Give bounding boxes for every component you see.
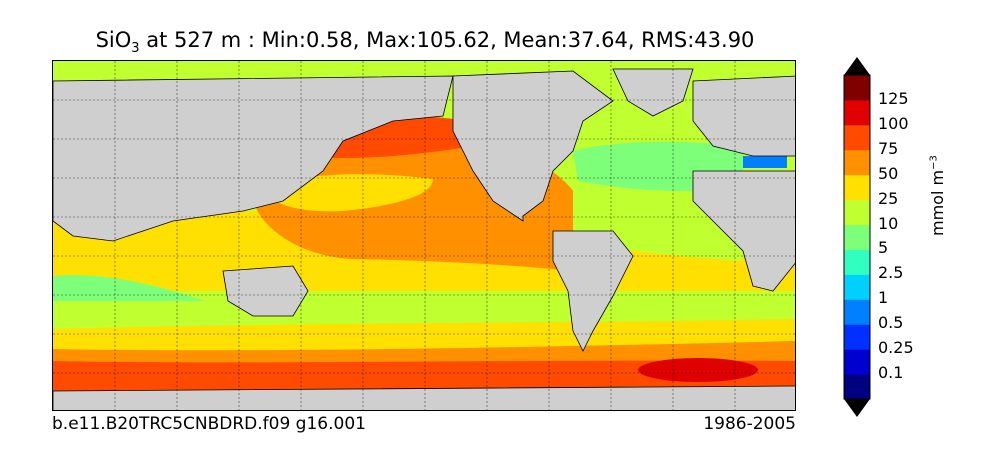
colorbar-tick-label: 5 xyxy=(878,238,889,258)
ocean-field xyxy=(53,61,795,410)
graticule xyxy=(53,61,795,410)
plot-title: SiO3 at 527 m : Min:0.58, Max:105.62, Me… xyxy=(95,28,755,57)
colorbar-segment xyxy=(844,249,870,275)
land-masses xyxy=(53,68,795,410)
colorbar-segment xyxy=(844,224,870,250)
colorbar-segment xyxy=(844,75,870,101)
colorbar-segment xyxy=(844,324,870,350)
colorbar-tick-label: 50 xyxy=(878,163,899,183)
colorbar-units: mmol m−3 xyxy=(928,155,947,236)
colorbar-segment xyxy=(844,149,870,176)
case-name-label: b.e11.B20TRC5CNBDRD.f09 g16.001 xyxy=(52,414,366,434)
colorbar-extend-max xyxy=(844,57,870,75)
colorbar-tick-label: 75 xyxy=(878,138,899,158)
colorbar-segment xyxy=(844,374,870,400)
colorbar-segment xyxy=(844,349,870,375)
colorbar-tick-label: 10 xyxy=(878,213,899,233)
colorbar-segment xyxy=(844,274,870,300)
colorbar-tick-label: 1 xyxy=(878,288,889,308)
colorbar-segment xyxy=(844,174,870,201)
colorbar-extend-min xyxy=(844,399,870,417)
colorbar-segment xyxy=(844,299,870,325)
colorbar-tick-label: 2.5 xyxy=(878,263,904,283)
colorbar-tick-label: 100 xyxy=(878,113,909,133)
colorbar-tick-label: 0.25 xyxy=(878,338,914,358)
colorbar-frame xyxy=(843,74,871,400)
colorbar-tick-label: 0.5 xyxy=(878,313,904,333)
colorbar-tick-label: 0.1 xyxy=(878,363,904,383)
period-label: 1986-2005 xyxy=(703,414,796,434)
colorbar xyxy=(843,57,871,417)
colorbar-tick-label: 125 xyxy=(878,88,909,108)
colorbar-tick-label: 25 xyxy=(878,188,899,208)
map-panel xyxy=(52,60,796,411)
colorbar-segment xyxy=(844,199,870,226)
colorbar-segment xyxy=(844,99,870,126)
colorbar-segment xyxy=(844,124,870,151)
